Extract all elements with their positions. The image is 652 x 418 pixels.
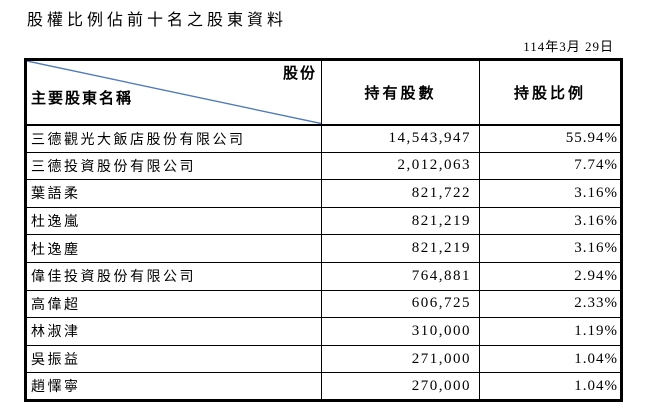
diagonal-divider-line [27, 61, 320, 123]
table-row: 吳振益 271,000 1.04% [25, 344, 622, 374]
table-row: 趙懌寧 270,000 1.04% [25, 372, 622, 401]
corner-label-shares-axis: 股份 [282, 66, 317, 82]
shares-held: 606,725 [321, 289, 480, 319]
shares-held: 821,219 [321, 206, 480, 236]
report-date: 114年3月 29日 [523, 39, 614, 54]
shareholder-name: 杜逸嵐 [25, 206, 322, 236]
corner-header-cell: 股份 主要股東名稱 [25, 59, 322, 126]
table-row: 杜逸塵 821,219 3.16% [25, 234, 622, 263]
shares-held: 310,000 [321, 317, 480, 346]
table-row: 三德觀光大飯店股份有限公司 14,543,947 55.94% [25, 124, 622, 153]
table-row: 高偉超 606,725 2.33% [25, 289, 622, 319]
diagonal-divider-line [27, 61, 320, 123]
shares-held: 271,000 [321, 344, 480, 374]
shareholder-name: 高偉超 [25, 289, 322, 319]
share-ratio: 55.94% [479, 124, 622, 153]
table-row: 偉佳投資股份有限公司 764,881 2.94% [25, 261, 622, 291]
header-row: 股份 主要股東名稱 持有股數 持股比例 [25, 59, 622, 126]
share-ratio: 1.19% [479, 317, 622, 346]
shareholder-name: 林淑津 [25, 317, 322, 346]
shares-held: 2,012,063 [321, 151, 480, 181]
shareholder-name: 葉語柔 [25, 179, 322, 208]
page-title: 股權比例佔前十名之股東資料 [27, 12, 288, 29]
shareholder-name: 趙懌寧 [25, 372, 322, 401]
shares-held: 821,722 [321, 179, 480, 208]
share-ratio: 3.16% [479, 234, 622, 263]
table-row: 林淑津 310,000 1.19% [25, 317, 622, 346]
shareholder-name: 偉佳投資股份有限公司 [25, 261, 322, 291]
shareholders-table: 股份 主要股東名稱 持有股數 持股比例 三德觀光大飯店股份有限公司 14,543… [24, 58, 623, 402]
col-header-share-ratio: 持股比例 [479, 59, 622, 126]
shares-held: 270,000 [321, 372, 480, 401]
shares-held: 14,543,947 [321, 124, 480, 153]
share-ratio: 3.16% [479, 206, 622, 236]
share-ratio: 1.04% [479, 344, 622, 374]
shareholder-name: 三德投資股份有限公司 [25, 151, 322, 181]
share-ratio: 2.33% [479, 289, 622, 319]
shareholder-name: 吳振益 [25, 344, 322, 374]
shares-held: 821,219 [321, 234, 480, 263]
shares-held: 764,881 [321, 261, 480, 291]
table-row: 葉語柔 821,722 3.16% [25, 179, 622, 208]
share-ratio: 7.74% [479, 151, 622, 181]
corner-label-shareholder-name-axis: 主要股東名稱 [31, 91, 134, 107]
table-row: 三德投資股份有限公司 2,012,063 7.74% [25, 151, 622, 181]
share-ratio: 2.94% [479, 261, 622, 291]
table-row: 杜逸嵐 821,219 3.16% [25, 206, 622, 236]
share-ratio: 1.04% [479, 372, 622, 401]
shareholder-name: 三德觀光大飯店股份有限公司 [25, 124, 322, 153]
col-header-shares-held: 持有股數 [321, 59, 480, 126]
share-ratio: 3.16% [479, 179, 622, 208]
shareholder-name: 杜逸塵 [25, 234, 322, 263]
